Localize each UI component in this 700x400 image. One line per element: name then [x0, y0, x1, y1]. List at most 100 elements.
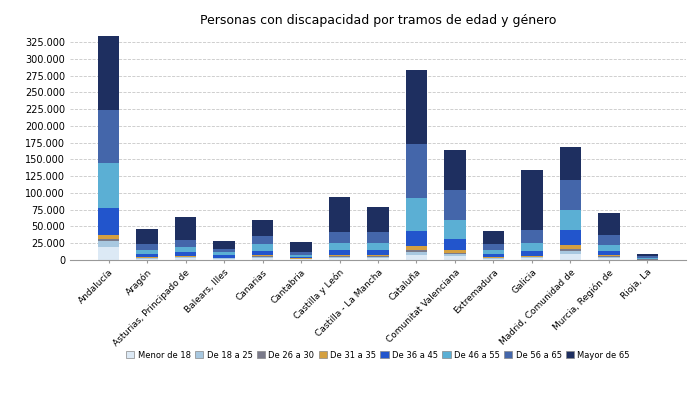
Bar	[444, 150, 466, 190]
Bar	[637, 254, 658, 256]
Bar	[175, 258, 196, 260]
Bar	[406, 198, 427, 231]
Bar	[329, 257, 350, 258]
Bar	[444, 239, 466, 250]
Bar	[136, 257, 158, 258]
Bar	[368, 256, 388, 257]
Bar	[214, 255, 235, 258]
Bar	[483, 250, 504, 254]
Bar	[136, 230, 158, 244]
Bar	[560, 180, 581, 210]
Bar	[98, 235, 119, 238]
Bar	[290, 252, 312, 255]
Bar	[522, 170, 542, 230]
Bar	[483, 259, 504, 260]
Bar	[214, 252, 235, 255]
Bar	[98, 241, 119, 246]
Bar	[290, 242, 312, 252]
Bar	[214, 258, 235, 259]
Bar	[214, 259, 235, 260]
Bar	[252, 257, 273, 258]
Bar	[483, 244, 504, 250]
Bar	[368, 243, 388, 250]
Bar	[522, 244, 542, 252]
Bar	[483, 257, 504, 258]
Bar	[522, 257, 542, 258]
Bar	[136, 259, 158, 260]
Bar	[406, 70, 427, 144]
Bar	[136, 258, 158, 259]
Bar	[136, 250, 158, 254]
Bar	[598, 257, 620, 258]
Bar	[406, 144, 427, 198]
Bar	[175, 217, 196, 240]
Bar	[483, 254, 504, 257]
Bar	[368, 255, 388, 256]
Bar	[175, 257, 196, 258]
Bar	[522, 252, 542, 256]
Bar	[560, 147, 581, 180]
Bar	[483, 258, 504, 259]
Bar	[368, 257, 388, 258]
Bar	[98, 246, 119, 260]
Bar	[560, 230, 581, 245]
Bar	[175, 256, 196, 257]
Bar	[522, 230, 542, 244]
Bar	[368, 250, 388, 255]
Bar	[329, 255, 350, 256]
Bar	[98, 238, 119, 241]
Bar	[329, 232, 350, 243]
Bar	[444, 190, 466, 220]
Bar	[329, 198, 350, 232]
Bar	[522, 256, 542, 257]
Bar	[252, 244, 273, 251]
Bar	[98, 208, 119, 235]
Bar	[406, 255, 427, 260]
Bar	[637, 258, 658, 259]
Bar	[329, 256, 350, 257]
Bar	[444, 250, 466, 253]
Bar	[368, 232, 388, 243]
Bar	[175, 240, 196, 247]
Bar	[637, 256, 658, 258]
Bar	[560, 249, 581, 251]
Bar	[329, 243, 350, 250]
Bar	[252, 236, 273, 244]
Legend: Menor de 18, De 18 a 25, De 26 a 30, De 31 a 35, De 36 a 45, De 46 a 55, De 56 a: Menor de 18, De 18 a 25, De 26 a 30, De …	[126, 351, 630, 360]
Bar	[252, 220, 273, 236]
Bar	[290, 258, 312, 259]
Bar	[214, 248, 235, 252]
Bar	[598, 213, 620, 235]
Bar	[368, 258, 388, 260]
Bar	[214, 241, 235, 248]
Bar	[444, 256, 466, 260]
Bar	[522, 258, 542, 260]
Bar	[444, 220, 466, 239]
Bar	[560, 254, 581, 260]
Bar	[560, 245, 581, 249]
Bar	[136, 244, 158, 250]
Bar	[598, 252, 620, 256]
Bar	[290, 257, 312, 258]
Bar	[406, 246, 427, 250]
Bar	[290, 259, 312, 260]
Bar	[560, 251, 581, 254]
Bar	[136, 254, 158, 257]
Bar	[98, 110, 119, 164]
Bar	[252, 251, 273, 256]
Title: Personas con discapacidad por tramos de edad y género: Personas con discapacidad por tramos de …	[199, 14, 556, 27]
Bar	[290, 255, 312, 257]
Bar	[598, 258, 620, 260]
Bar	[175, 247, 196, 252]
Bar	[98, 164, 119, 208]
Bar	[252, 258, 273, 260]
Bar	[175, 252, 196, 256]
Bar	[598, 245, 620, 252]
Bar	[368, 207, 388, 232]
Bar	[598, 235, 620, 245]
Bar	[329, 258, 350, 260]
Bar	[406, 231, 427, 246]
Bar	[483, 231, 504, 244]
Bar	[406, 250, 427, 252]
Bar	[444, 254, 466, 256]
